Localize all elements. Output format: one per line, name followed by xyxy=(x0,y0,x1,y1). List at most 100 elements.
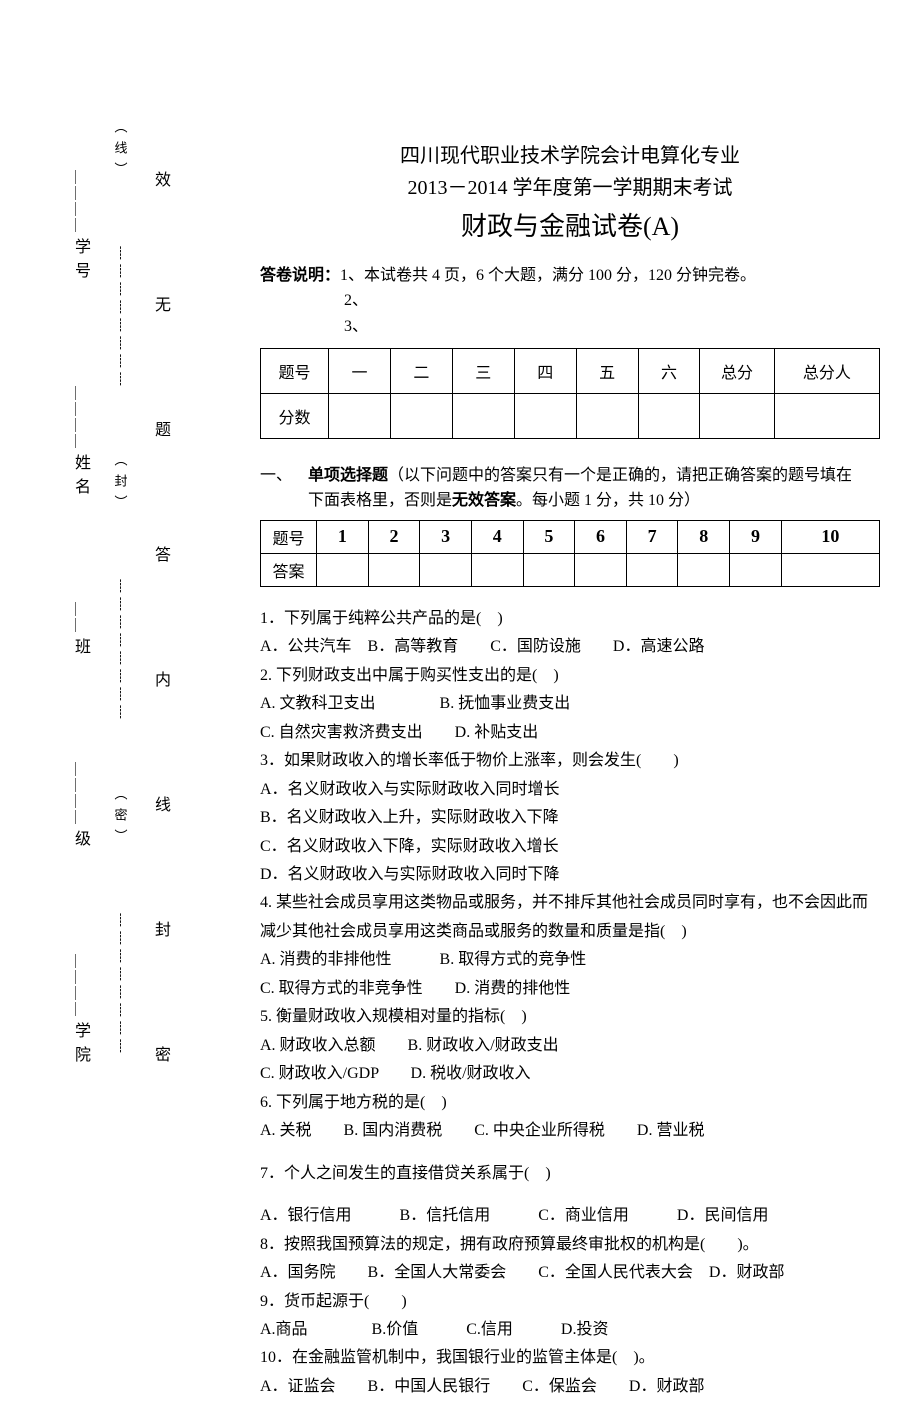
section-desc-bold: 无效答案 xyxy=(452,492,516,509)
warn-char: 线 xyxy=(148,796,172,820)
question-line: A. 财政收入总额 B. 财政收入/财政支出 xyxy=(260,1032,880,1060)
exam-title: 财政与金融试卷(A) xyxy=(260,204,880,251)
answer-col-1: 1 xyxy=(317,520,369,553)
dotted-segment: ┊┊┊┊┊┊┊┊ xyxy=(113,516,128,786)
question-line: 4. 某些社会成员享用这类物品或服务，并不排斥其他社会成员同时享有，也不会因此而… xyxy=(260,889,880,946)
question-line: A．名义财政收入与实际财政收入同时增长 xyxy=(260,776,880,804)
answer-cell xyxy=(523,553,575,586)
instruction-line-2: 2、 xyxy=(260,288,880,314)
section-1-heading: 一、单项选择题（以下问题中的答案只有一个是正确的，请把正确答案的题号填在 下面表… xyxy=(260,463,880,514)
instruction-line-1: 答卷说明：1、本试卷共 4 页，6 个大题，满分 100 分，120 分钟完卷。 xyxy=(260,263,880,289)
question-line: 1．下列属于纯粹公共产品的是( ) xyxy=(260,605,880,633)
question-line: 6. 下列属于地方税的是( ) xyxy=(260,1089,880,1117)
question-line: 7．个人之间发生的直接借贷关系属于( ) xyxy=(260,1160,880,1188)
seal-marker-line: （线） xyxy=(111,120,130,183)
warn-char: 效 xyxy=(148,171,172,195)
score-cell xyxy=(576,393,638,438)
section-1-line-1: 一、单项选择题（以下问题中的答案只有一个是正确的，请把正确答案的题号填在 xyxy=(260,463,880,489)
answer-table: 题号 1 2 3 4 5 6 7 8 9 10 答案 xyxy=(260,520,880,587)
student-info-column: ＿＿＿＿ 学号 ＿＿＿＿ 姓名 ＿＿ 班 ＿＿＿＿ 级 ＿＿＿＿ 学院 xyxy=(60,120,100,1120)
question-line: B．名义财政收入上升，实际财政收入下降 xyxy=(260,804,880,832)
answer-cell xyxy=(781,553,879,586)
section-desc-2a: 下面表格里，否则是 xyxy=(308,492,452,509)
info-name: ＿＿＿＿ 姓名 xyxy=(68,386,92,502)
answer-row-header-ans: 答案 xyxy=(261,553,317,586)
answer-row-header-num: 题号 xyxy=(261,520,317,553)
score-col-3: 三 xyxy=(452,348,514,393)
label-name: 姓名 xyxy=(68,454,92,502)
score-cell xyxy=(329,393,391,438)
warn-char: 密 xyxy=(148,1046,172,1070)
score-col-6: 六 xyxy=(638,348,700,393)
answer-col-5: 5 xyxy=(523,520,575,553)
score-col-total: 总分 xyxy=(700,348,774,393)
label-college: 学院 xyxy=(68,1022,92,1070)
answer-cell xyxy=(730,553,782,586)
question-line: 5. 衡量财政收入规模相对量的指标( ) xyxy=(260,1003,880,1031)
instructions: 答卷说明：1、本试卷共 4 页，6 个大题，满分 100 分，120 分钟完卷。… xyxy=(260,263,880,340)
info-college: ＿＿＿＿ 学院 xyxy=(68,954,92,1070)
score-col-totaler: 总分人 xyxy=(774,348,879,393)
underline: ＿＿＿＿ xyxy=(70,386,90,450)
dotted-segment: ┊┊┊┊┊┊┊┊ xyxy=(113,183,128,453)
exam-content: 四川现代职业技术学院会计电算化专业 2013－2014 学年度第一学期期末考试 … xyxy=(260,140,880,1401)
seal-line-column: （线） ┊┊┊┊┊┊┊┊ （封） ┊┊┊┊┊┊┊┊ （密） ┊┊┊┊┊┊┊┊ xyxy=(100,120,140,1120)
instruction-line-3: 3、 xyxy=(260,314,880,340)
seal-marker-seal: （封） xyxy=(111,453,130,516)
question-line: D．名义财政收入与实际财政收入同时下降 xyxy=(260,861,880,889)
answer-cell xyxy=(368,553,420,586)
score-col-5: 五 xyxy=(576,348,638,393)
question-line: 10．在金融监管机制中，我国银行业的监管主体是( )。 xyxy=(260,1344,880,1372)
header: 四川现代职业技术学院会计电算化专业 2013－2014 学年度第一学期期末考试 … xyxy=(260,140,880,251)
answer-cell xyxy=(678,553,730,586)
label-student-id: 学号 xyxy=(68,238,92,286)
score-cell xyxy=(638,393,700,438)
score-cell xyxy=(700,393,774,438)
answer-cell xyxy=(575,553,627,586)
binding-margin: ＿＿＿＿ 学号 ＿＿＿＿ 姓名 ＿＿ 班 ＿＿＿＿ 级 ＿＿＿＿ 学院 （线） … xyxy=(60,120,180,1120)
underline: ＿＿＿＿ xyxy=(70,762,90,826)
question-line: C. 自然灾害救济费支出 D. 补贴支出 xyxy=(260,719,880,747)
score-col-num: 题号 xyxy=(261,348,329,393)
section-title: 单项选择题 xyxy=(308,467,388,484)
question-line: 2. 下列财政支出中属于购买性支出的是( ) xyxy=(260,662,880,690)
score-row-label: 分数 xyxy=(261,393,329,438)
question-line: A. 文教科卫支出 B. 抚恤事业费支出 xyxy=(260,690,880,718)
question-line: A. 关税 B. 国内消费税 C. 中央企业所得税 D. 营业税 xyxy=(260,1117,880,1145)
question-line: C. 财政收入/GDP D. 税收/财政收入 xyxy=(260,1060,880,1088)
answer-col-9: 9 xyxy=(730,520,782,553)
question-line: C. 取得方式的非竞争性 D. 消费的排他性 xyxy=(260,975,880,1003)
answer-col-7: 7 xyxy=(626,520,678,553)
score-cell xyxy=(452,393,514,438)
underline: ＿＿ xyxy=(70,602,90,634)
answer-col-2: 2 xyxy=(368,520,420,553)
warn-char: 答 xyxy=(148,546,172,570)
score-col-4: 四 xyxy=(514,348,576,393)
answer-col-3: 3 xyxy=(420,520,472,553)
answer-cell xyxy=(317,553,369,586)
answer-cell xyxy=(471,553,523,586)
answer-table-header-row: 题号 1 2 3 4 5 6 7 8 9 10 xyxy=(261,520,880,553)
question-line: A．公共汽车 B．高等教育 C．国防设施 D．高速公路 xyxy=(260,633,880,661)
question-line: C．名义财政收入下降，实际财政收入增长 xyxy=(260,833,880,861)
info-grade: ＿＿＿＿ 级 xyxy=(68,762,92,854)
label-grade: 级 xyxy=(68,830,92,854)
instruction-label: 答卷说明： xyxy=(260,267,340,284)
section-1-line-2: 下面表格里，否则是无效答案。每小题 1 分，共 10 分） xyxy=(260,488,880,514)
header-line-2: 2013－2014 学年度第一学期期末考试 xyxy=(260,172,880,204)
seal-marker-secret: （密） xyxy=(111,787,130,850)
question-line: A．证监会 B．中国人民银行 C．保监会 D．财政部 xyxy=(260,1373,880,1401)
answer-col-4: 4 xyxy=(471,520,523,553)
warning-column: 效 无 题 答 内 线 封 密 xyxy=(140,120,180,1120)
question-line: A．银行信用 B．信托信用 C．商业信用 D．民间信用 xyxy=(260,1202,880,1230)
score-table: 题号 一 二 三 四 五 六 总分 总分人 分数 xyxy=(260,348,880,439)
info-class: ＿＿ 班 xyxy=(68,602,92,662)
instruction-text-1: 1、本试卷共 4 页，6 个大题，满分 100 分，120 分钟完卷。 xyxy=(340,267,756,284)
score-col-1: 一 xyxy=(329,348,391,393)
score-cell xyxy=(514,393,576,438)
questions-block: 1．下列属于纯粹公共产品的是( ) A．公共汽车 B．高等教育 C．国防设施 D… xyxy=(260,605,880,1401)
question-line: A.商品 B.价值 C.信用 D.投资 xyxy=(260,1316,880,1344)
answer-table-answer-row: 答案 xyxy=(261,553,880,586)
score-table-header-row: 题号 一 二 三 四 五 六 总分 总分人 xyxy=(261,348,880,393)
score-col-2: 二 xyxy=(390,348,452,393)
